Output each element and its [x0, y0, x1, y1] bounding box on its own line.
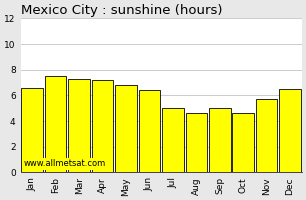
Bar — [115, 85, 137, 172]
Bar — [139, 90, 160, 172]
Bar — [279, 89, 301, 172]
Bar — [256, 99, 278, 172]
Text: Mexico City : sunshine (hours): Mexico City : sunshine (hours) — [21, 4, 222, 17]
Bar — [209, 108, 230, 172]
Bar — [92, 80, 113, 172]
Bar — [45, 76, 66, 172]
Bar — [185, 113, 207, 172]
Text: www.allmetsat.com: www.allmetsat.com — [23, 159, 106, 168]
Bar — [233, 113, 254, 172]
Bar — [68, 79, 90, 172]
Bar — [21, 88, 43, 172]
Bar — [162, 108, 184, 172]
